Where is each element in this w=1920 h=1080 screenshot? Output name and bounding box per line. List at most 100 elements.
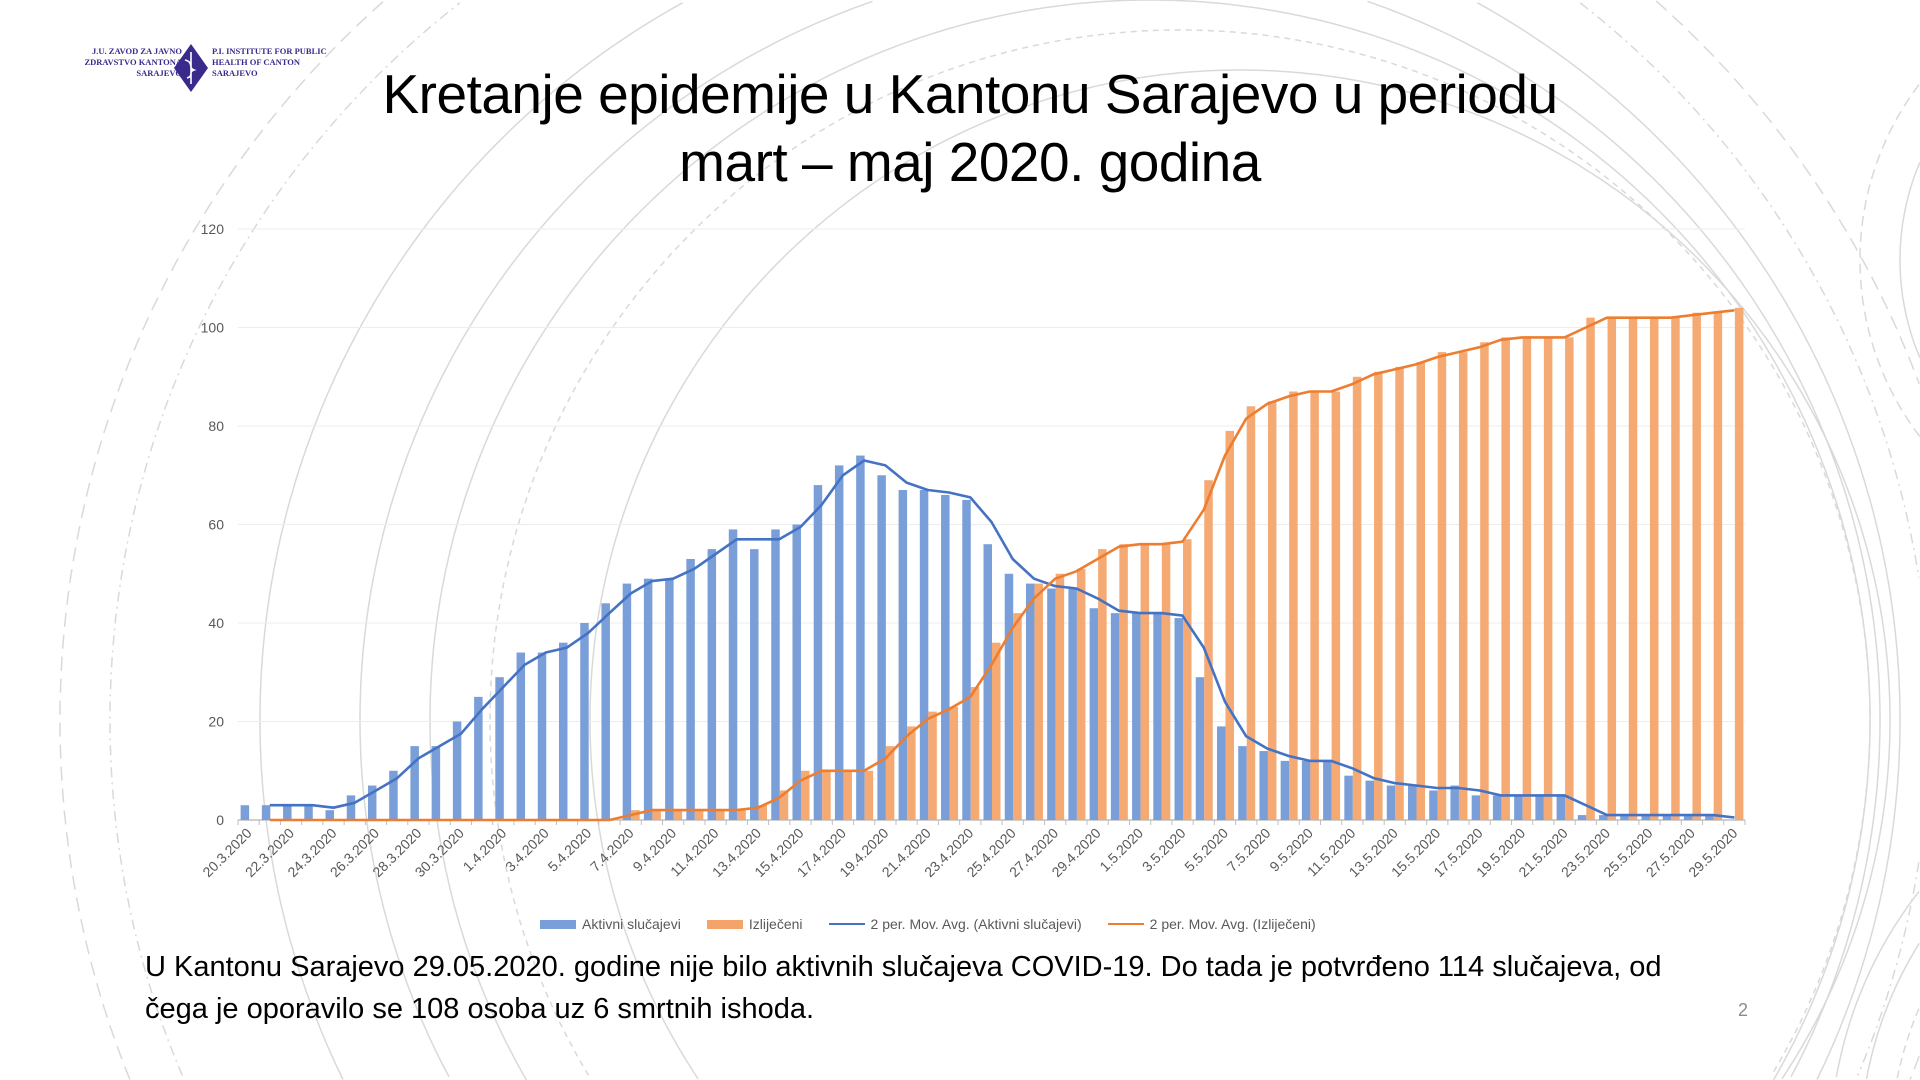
bar-izlijeceni: [652, 810, 661, 820]
bar-izlijeceni: [1140, 544, 1150, 820]
bar-aktivni: [856, 455, 865, 820]
decorative-arc: [1655, 0, 1920, 385]
bar-izlijeceni: [1183, 539, 1192, 820]
legend-label: Izliječeni: [748, 916, 803, 932]
bar-izlijeceni: [1713, 312, 1723, 820]
bar-aktivni: [1025, 583, 1035, 820]
bar-aktivni: [983, 544, 992, 820]
logo-line: J.U. ZAVOD ZA JAVNO: [92, 46, 182, 56]
bar-aktivni: [728, 529, 738, 820]
y-tick-label: 60: [208, 517, 224, 533]
bar-aktivni: [1047, 588, 1056, 820]
bar-aktivni: [1450, 785, 1459, 820]
legend-swatch-orange-line: [1107, 923, 1144, 925]
bar-aktivni: [537, 652, 547, 820]
logo-line: ZDRAVSTVO KANTONA: [84, 57, 182, 67]
bar-aktivni: [1365, 780, 1375, 820]
decorative-arc: [359, 0, 873, 1078]
bar-izlijeceni: [758, 805, 768, 820]
y-tick-label: 100: [201, 320, 225, 336]
caption-line-1: U Kantonu Sarajevo 29.05.2020. godine ni…: [145, 951, 1662, 983]
decorative-arc: [1781, 720, 1891, 1080]
bar-izlijeceni: [1331, 391, 1341, 820]
bar-izlijeceni: [1161, 544, 1171, 820]
bar-aktivni: [1195, 677, 1205, 820]
title-line-2: mart – maj 2020. godina: [679, 131, 1261, 193]
bar-aktivni: [665, 578, 674, 820]
bar-izlijeceni: [1395, 366, 1404, 820]
bar-izlijeceni: [1246, 406, 1256, 820]
bar-aktivni: [1620, 815, 1629, 820]
bar-izlijeceni: [737, 810, 746, 820]
bar-izlijeceni: [1458, 352, 1468, 820]
bar-izlijeceni: [1437, 352, 1447, 820]
bar-aktivni: [750, 549, 759, 820]
decorative-arc: [1857, 862, 1920, 1076]
bar-izlijeceni: [1565, 337, 1574, 820]
institute-logo: J.U. ZAVOD ZA JAVNO ZDRAVSTVO KANTONA SA…: [70, 44, 332, 94]
bar-aktivni: [431, 746, 441, 820]
bar-izlijeceni: [1607, 317, 1617, 820]
bar-aktivni: [1174, 618, 1184, 820]
legend-item-izlijeceni: Izliječeni: [706, 916, 803, 932]
bar-aktivni: [1386, 785, 1396, 820]
decorative-arc: [1909, 1055, 1920, 1080]
decorative-arc: [1772, 720, 1871, 1080]
bar-aktivni: [813, 485, 823, 820]
bar-izlijeceni: [1013, 613, 1022, 820]
bar-izlijeceni: [779, 790, 789, 820]
legend-label: Aktivni slučajevi: [582, 916, 681, 932]
page-number: 2: [1738, 1000, 1749, 1020]
bar-aktivni: [1238, 746, 1247, 820]
bar-aktivni: [877, 475, 886, 820]
bar-aktivni: [452, 721, 462, 820]
bar-aktivni: [941, 494, 950, 820]
caduceus-diamond-icon: [174, 44, 208, 92]
bar-izlijeceni: [800, 770, 810, 820]
bar-aktivni: [410, 746, 419, 820]
bar-aktivni: [474, 696, 483, 820]
bar-aktivni: [898, 490, 908, 820]
x-tick-label: 3.4.2020: [502, 825, 552, 875]
bar-izlijeceni: [992, 642, 1001, 820]
decorative-arc: [1865, 942, 1920, 1080]
bar-aktivni: [389, 770, 398, 820]
bar-aktivni: [304, 805, 313, 820]
bar-aktivni: [1429, 790, 1438, 820]
bar-aktivni: [1514, 795, 1523, 820]
decorative-arc: [1835, 890, 1920, 1078]
bar-aktivni: [1705, 815, 1714, 820]
x-tick-label: 1.4.2020: [460, 825, 510, 875]
bar-aktivni: [1344, 775, 1353, 820]
bar-aktivni: [1259, 751, 1268, 820]
bar-izlijeceni: [1671, 317, 1680, 820]
x-tick-label: 3.5.2020: [1139, 825, 1189, 875]
caption-line-2: čega je oporavilo se 108 osoba uz 6 smrt…: [145, 993, 815, 1025]
bar-aktivni: [792, 524, 801, 820]
bar-aktivni: [962, 499, 971, 820]
legend-item-aktivni: Aktivni slučajevi: [540, 916, 681, 932]
bar-aktivni: [1492, 795, 1502, 820]
bar-izlijeceni: [673, 810, 683, 820]
decorative-arc: [1477, 2, 1901, 720]
bar-izlijeceni: [907, 726, 916, 820]
bar-izlijeceni: [822, 770, 831, 820]
bar-aktivni: [1132, 613, 1141, 820]
bar-aktivni: [346, 795, 356, 820]
bar-izlijeceni: [949, 706, 959, 820]
bar-aktivni: [283, 805, 292, 820]
x-tick-label: 7.5.2020: [1224, 825, 1274, 875]
bar-izlijeceni: [1649, 317, 1659, 820]
bar-izlijeceni: [1055, 573, 1065, 820]
decorative-arc: [429, 0, 1871, 1080]
bar-izlijeceni: [1289, 391, 1298, 820]
bar-izlijeceni: [970, 687, 980, 820]
bar-aktivni: [622, 583, 632, 820]
bar-izlijeceni: [885, 746, 895, 820]
decorative-arc: [1899, 161, 1920, 359]
bar-izlijeceni: [1522, 337, 1532, 820]
x-tick-label: 5.5.2020: [1181, 825, 1231, 875]
bar-aktivni: [516, 652, 526, 820]
